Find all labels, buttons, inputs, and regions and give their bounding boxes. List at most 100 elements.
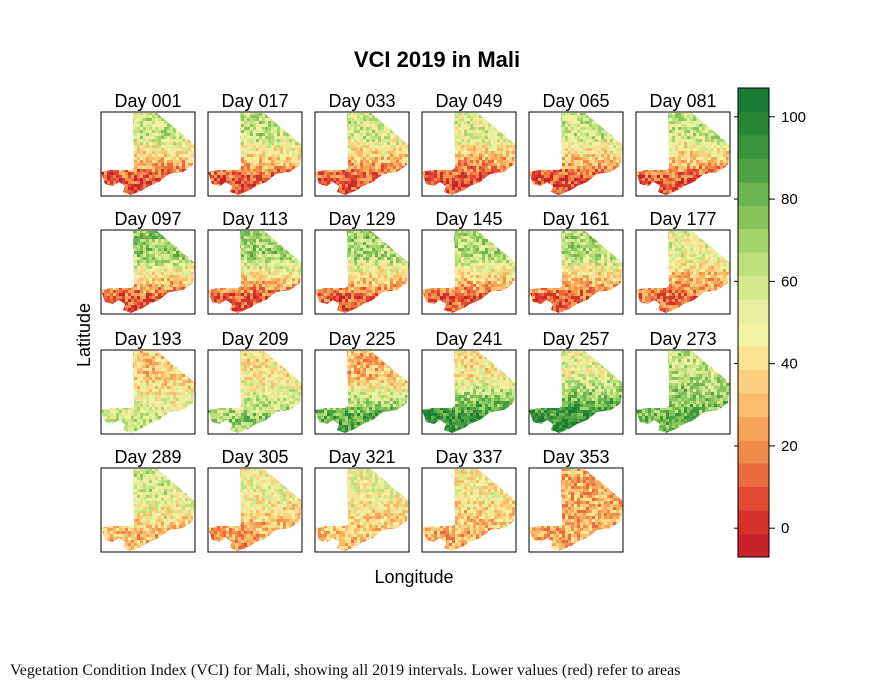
panel-frame: [207, 349, 303, 435]
panel: Day 305: [207, 447, 303, 553]
vci-map: [315, 113, 409, 195]
colorbar-segment: [738, 275, 769, 300]
vci-map: [101, 113, 195, 195]
panel: Day 097: [100, 209, 196, 315]
colorbar-segment: [738, 205, 769, 230]
panel: Day 177: [635, 209, 731, 315]
panel: Day 257: [528, 329, 624, 435]
panel-label: Day 321: [328, 447, 395, 467]
colorbar-segment: [738, 228, 769, 253]
panel: Day 017: [207, 91, 303, 197]
panel-label: Day 113: [222, 209, 288, 229]
panel-label: Day 145: [435, 209, 502, 229]
panel-frame: [421, 349, 517, 435]
panel: Day 113: [207, 209, 303, 315]
panel-label: Day 033: [328, 91, 395, 111]
panel-frame: [528, 467, 624, 553]
x-axis-label: Longitude: [374, 567, 453, 587]
colorbar-segment: [738, 345, 769, 370]
panel-label: Day 289: [114, 447, 181, 467]
panel-label: Day 081: [649, 91, 716, 111]
colorbar-segment: [738, 392, 769, 417]
panel-frame: [635, 349, 731, 435]
panel-frame: [207, 111, 303, 197]
panel-label: Day 209: [221, 329, 288, 349]
panel-frame: [421, 467, 517, 553]
panel-frame: [314, 349, 410, 435]
vci-map: [101, 351, 195, 433]
colorbar-segment: [738, 322, 769, 347]
panel-label: Day 017: [221, 91, 288, 111]
panel: Day 193: [100, 329, 196, 435]
panel-label: Day 305: [221, 447, 288, 467]
panel-frame: [421, 229, 517, 315]
panel-frame: [100, 467, 196, 553]
colorbar-tick-label: 20: [781, 438, 798, 455]
colorbar-segment: [738, 510, 769, 535]
chart-title: VCI 2019 in Mali: [354, 47, 520, 72]
panel: Day 033: [314, 91, 410, 197]
colorbar-segment: [738, 486, 769, 511]
vci-map: [208, 351, 302, 433]
vci-map: [529, 113, 623, 195]
figure-caption: Vegetation Condition Index (VCI) for Mal…: [10, 662, 876, 680]
colorbar-segment: [738, 181, 769, 206]
colorbar-segment: [738, 299, 769, 323]
panel: Day 273: [635, 329, 731, 435]
panel-frame: [314, 111, 410, 197]
panel-frame: [207, 467, 303, 553]
colorbar-tick-label: 60: [781, 273, 798, 290]
panel-label: Day 065: [542, 91, 609, 111]
panel: Day 321: [314, 447, 410, 553]
vci-map: [636, 113, 730, 195]
panel-label: Day 001: [114, 91, 181, 111]
panel-label: Day 257: [542, 329, 609, 349]
panel-frame: [528, 111, 624, 197]
vci-map: [636, 231, 730, 313]
vci-map: [529, 351, 623, 433]
panel-label: Day 129: [328, 209, 395, 229]
panel-label: Day 337: [435, 447, 502, 467]
colorbar-segment: [738, 88, 769, 112]
vci-map: [101, 231, 195, 313]
panel-label: Day 273: [649, 329, 716, 349]
vci-map: [315, 351, 409, 433]
colorbar-tick-label: 80: [781, 191, 798, 208]
vci-map: [529, 231, 623, 313]
y-axis-label: Latitude: [74, 303, 94, 367]
panel: Day 289: [100, 447, 196, 553]
vci-map: [315, 469, 409, 551]
panel-frame: [421, 111, 517, 197]
colorbar-segment: [738, 111, 769, 136]
panel-frame: [635, 111, 731, 197]
colorbar: 0 20 40 60 80 100: [734, 87, 806, 558]
colorbar-segment: [738, 533, 769, 558]
colorbar-segment: [738, 416, 769, 441]
panel: Day 241: [421, 329, 517, 435]
vci-map: [208, 469, 302, 551]
colorbar-segment: [738, 463, 769, 488]
panel: Day 225: [314, 329, 410, 435]
vci-map: [422, 351, 516, 433]
colorbar-segment: [738, 439, 769, 464]
panel: Day 337: [421, 447, 517, 553]
panel: Day 001: [100, 91, 196, 197]
panel-frame: [100, 349, 196, 435]
panel-frame: [100, 111, 196, 197]
panel-label: Day 049: [435, 91, 502, 111]
panel-frame: [528, 349, 624, 435]
panel-label: Day 193: [114, 329, 181, 349]
colorbar-tick-label: 0: [781, 520, 789, 537]
panel-frame: [207, 229, 303, 315]
panel-label: Day 241: [435, 329, 502, 349]
panel-frame: [528, 229, 624, 315]
panel: Day 145: [421, 209, 517, 315]
colorbar-segment: [738, 158, 769, 183]
panel-frame: [314, 229, 410, 315]
vci-map: [101, 469, 195, 551]
colorbar-tick-label: 100: [781, 109, 806, 126]
panel: Day 065: [528, 91, 624, 197]
colorbar-segment: [738, 252, 769, 277]
panel-label: Day 353: [542, 447, 609, 467]
